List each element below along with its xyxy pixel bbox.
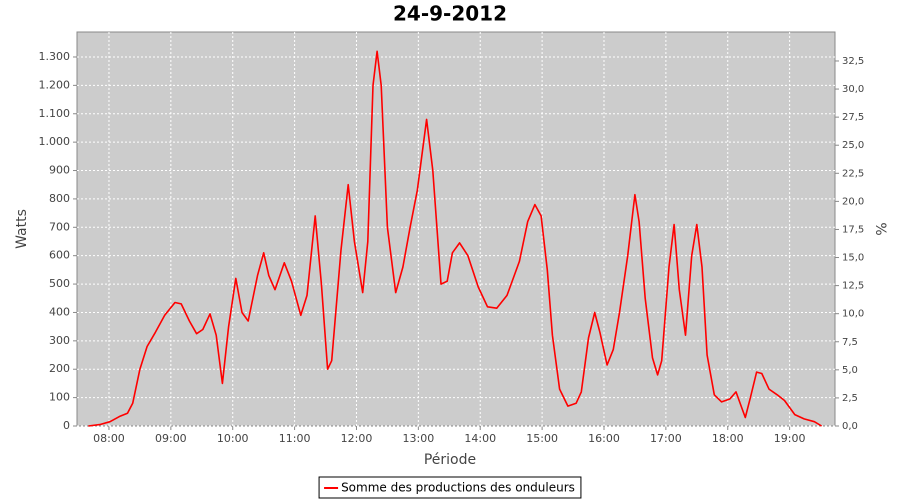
y2-tick-label: 2,5 [842, 393, 858, 404]
y2-tick-label: 27,5 [842, 112, 864, 123]
x-tick-label: 10:00 [217, 432, 249, 445]
y2-tick-label: 15,0 [842, 253, 864, 264]
x-tick-label: 11:00 [279, 432, 311, 445]
chart-title: 24-9-2012 [393, 2, 507, 26]
y-tick-label: 900 [49, 164, 70, 177]
y-axis-label: Watts [14, 209, 30, 249]
y2-tick-label: 5,0 [842, 365, 858, 376]
legend-label: Somme des productions des onduleurs [341, 481, 575, 495]
x-tick-label: 15:00 [526, 432, 558, 445]
plot-area [76, 31, 836, 427]
y2-axis-label: % [872, 222, 888, 235]
y-tick-label: 400 [49, 305, 70, 318]
x-tick-label: 14:00 [464, 432, 496, 445]
y-tick-label: 500 [49, 277, 70, 290]
y2-tick-label: 12,5 [842, 281, 864, 292]
y-tick-label: 0 [63, 419, 70, 432]
y2-tick-label: 0,0 [842, 421, 858, 432]
x-tick-label: 17:00 [650, 432, 682, 445]
x-tick-label: 12:00 [341, 432, 373, 445]
y-tick-label: 800 [49, 192, 70, 205]
y-tick-label: 1.200 [39, 78, 71, 91]
x-tick-label: 13:00 [403, 432, 435, 445]
y2-tick-label: 17,5 [842, 224, 864, 235]
y-tick-label: 1.300 [39, 50, 71, 63]
y2-tick-label: 22,5 [842, 168, 864, 179]
y2-tick-label: 10,0 [842, 309, 864, 320]
x-axis-label: Période [424, 452, 476, 468]
legend-box [318, 476, 582, 499]
line-series [88, 50, 823, 427]
y2-tick-label: 7,5 [842, 337, 858, 348]
y-tick-label: 300 [49, 334, 70, 347]
y-tick-label: 1.100 [39, 107, 71, 120]
y2-tick-label: 30,0 [842, 84, 864, 95]
x-tick-label: 08:00 [93, 432, 125, 445]
y2-tick-label: 20,0 [842, 196, 864, 207]
x-tick-label: 19:00 [774, 432, 806, 445]
y-tick-label: 1.000 [39, 135, 71, 148]
y-tick-label: 200 [49, 362, 70, 375]
x-tick-label: 18:00 [712, 432, 744, 445]
y2-tick-label: 32,5 [842, 56, 864, 67]
x-tick-label: 09:00 [155, 432, 187, 445]
y-tick-label: 100 [49, 391, 70, 404]
y-tick-label: 700 [49, 220, 70, 233]
y-tick-label: 600 [49, 249, 70, 262]
x-tick-label: 16:00 [588, 432, 620, 445]
y2-tick-label: 25,0 [842, 140, 864, 151]
